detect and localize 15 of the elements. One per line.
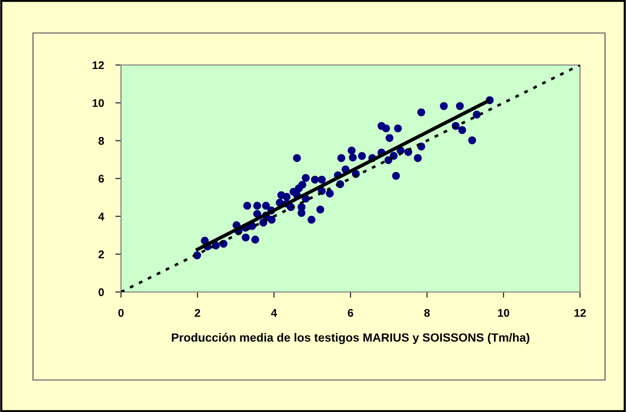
y-tick-label: 10 xyxy=(92,99,104,107)
y-tick-label: 4 xyxy=(98,212,104,220)
y-tick-label: 6 xyxy=(98,174,104,183)
x-tick-label: 12 xyxy=(574,308,586,317)
x-axis-title: Producción media de los testigos MARIUS y SOISSONS (Tm/ha) xyxy=(172,332,530,344)
x-tick-label: 8 xyxy=(424,308,430,317)
x-tick-label: 4 xyxy=(271,309,278,317)
x-tick-label: 0 xyxy=(118,308,124,317)
x-tick-label: 2 xyxy=(194,308,200,317)
y-tick-label: 12 xyxy=(92,61,104,70)
y-tick-label: 0 xyxy=(98,288,104,296)
x-tick-label: 6 xyxy=(348,308,354,317)
x-tick-label: 10 xyxy=(498,308,510,317)
y-tick-label: 8 xyxy=(98,136,104,145)
y-tick-label: 2 xyxy=(98,250,104,258)
